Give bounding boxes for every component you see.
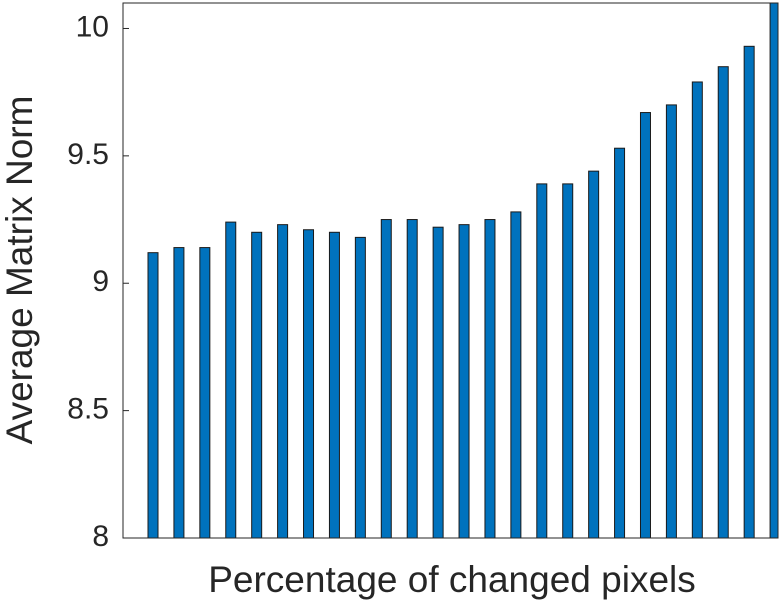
x-axis-label: Percentage of changed pixels <box>208 559 696 600</box>
bar <box>303 229 315 538</box>
bar <box>432 226 444 538</box>
bar <box>536 183 548 538</box>
y-tick-label: 10 <box>76 10 109 43</box>
bar <box>406 219 418 538</box>
bar <box>354 236 366 538</box>
bars <box>147 3 778 538</box>
bar <box>665 104 677 538</box>
bar <box>769 3 778 538</box>
y-axis-label: Average Matrix Norm <box>0 96 40 445</box>
bar <box>458 224 470 538</box>
bar <box>277 224 289 538</box>
bar <box>251 231 263 538</box>
y-tick-label: 9 <box>92 265 109 298</box>
bar <box>691 81 703 538</box>
bar <box>173 247 185 538</box>
bar <box>639 112 651 538</box>
bar <box>510 211 522 538</box>
bar <box>588 170 600 538</box>
y-tick-label: 8.5 <box>67 393 109 426</box>
bar <box>614 147 626 538</box>
bar <box>328 231 340 538</box>
bar <box>225 221 237 538</box>
bar <box>380 219 392 538</box>
bar <box>743 45 755 538</box>
axes-box <box>122 2 779 539</box>
bar <box>484 219 496 538</box>
bar <box>562 183 574 538</box>
y-tick-label: 8 <box>92 520 109 553</box>
bar <box>199 247 211 538</box>
bar <box>717 66 729 538</box>
bar <box>147 252 159 538</box>
y-tick-label: 9.5 <box>67 138 109 171</box>
